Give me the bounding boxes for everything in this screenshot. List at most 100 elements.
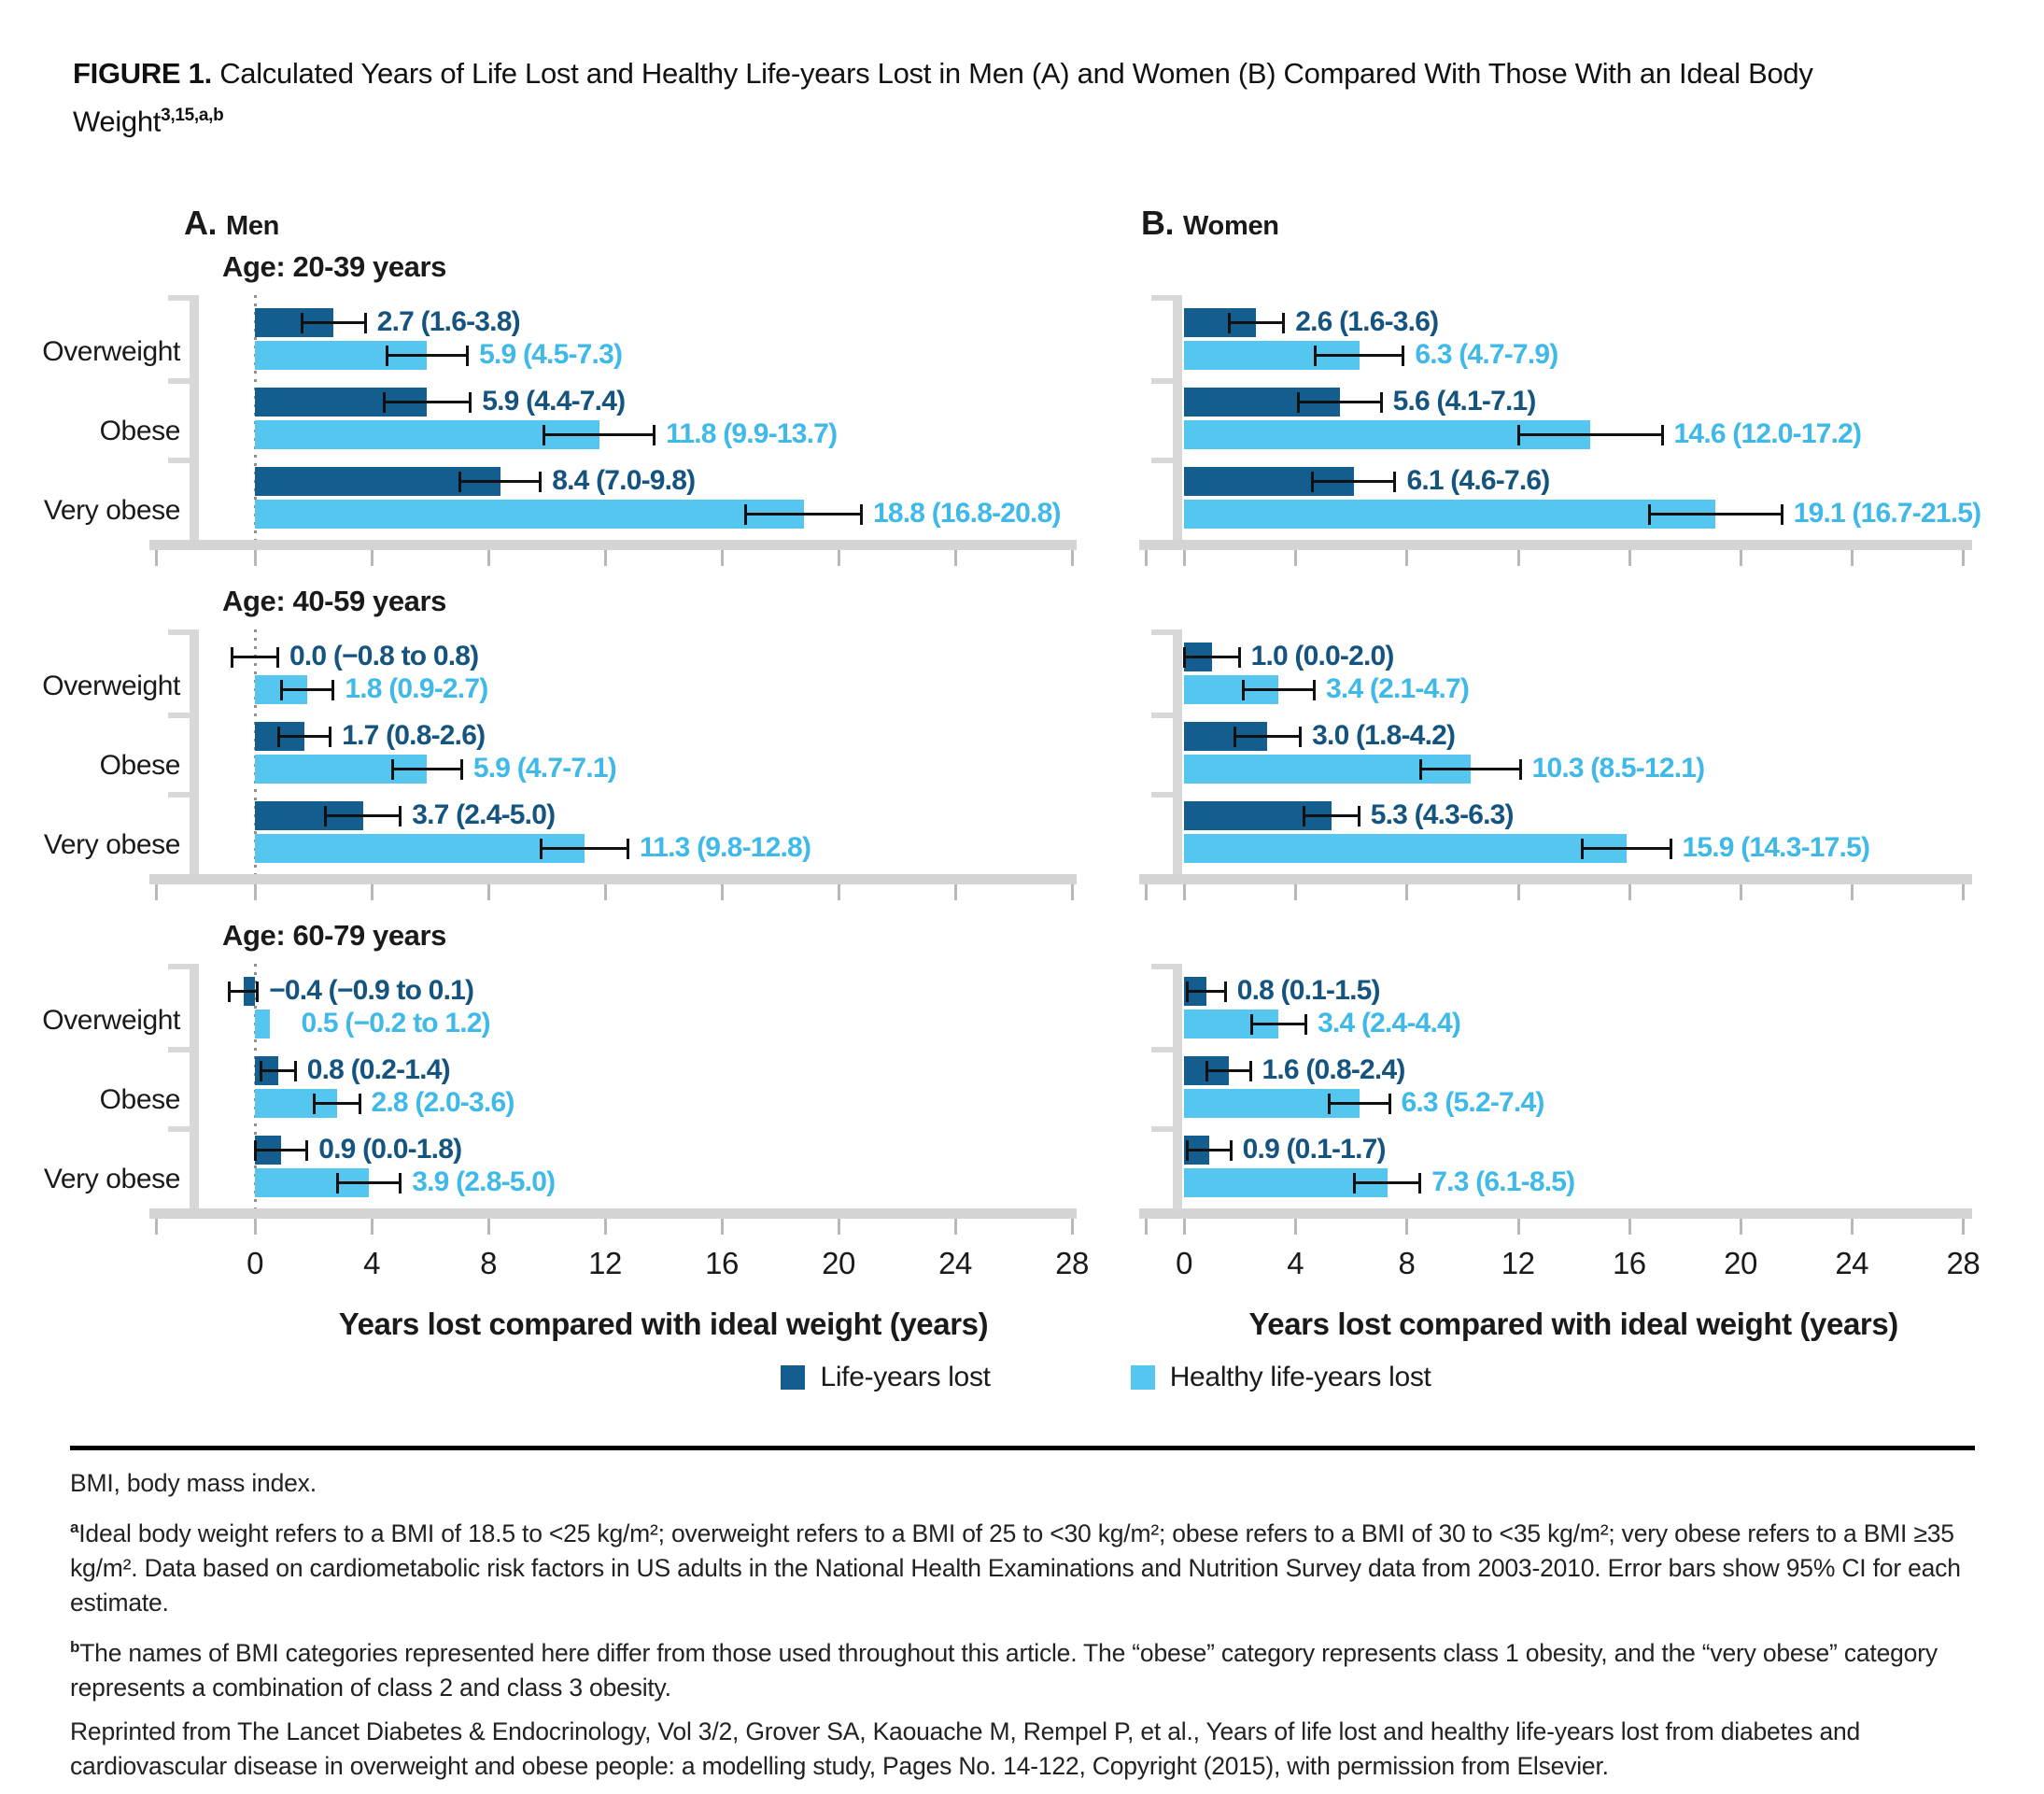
bar-value-label: 8.4 (7.0-9.8) — [552, 465, 696, 496]
error-bar-cap — [1388, 1094, 1391, 1114]
error-bar-cap — [1419, 759, 1423, 780]
zero-line — [254, 964, 257, 1208]
panel-letter-b: B. — [1141, 204, 1175, 242]
legend-label: Life-years lost — [820, 1362, 991, 1392]
bar-value-label: 5.9 (4.7-7.1) — [472, 753, 617, 784]
x-axis-tick — [254, 1219, 257, 1235]
category-tick — [1151, 458, 1173, 463]
error-bar-cap — [1249, 1014, 1253, 1035]
x-axis-tick — [1183, 1219, 1186, 1235]
error-bar-cap — [1393, 472, 1397, 492]
category-tick — [1151, 964, 1173, 969]
legend-item-life-years-lost: Life-years lost — [781, 1362, 991, 1393]
error-bar-cap — [1299, 727, 1303, 747]
bar-value-label: 1.7 (0.8-2.6) — [342, 720, 486, 751]
x-tick-label: 24 — [938, 1246, 972, 1280]
error-bar — [1184, 656, 1240, 658]
x-axis-tick — [721, 1219, 724, 1235]
error-bar-cap — [1402, 346, 1405, 366]
error-bar — [745, 513, 862, 516]
x-axis-tick — [1183, 550, 1186, 566]
footnotes: BMI, body mass index. aIdeal body weight… — [70, 1466, 1980, 1793]
error-bar-cap — [363, 313, 367, 333]
error-bar-cap — [1227, 313, 1231, 333]
category-tick — [168, 792, 190, 798]
category-tick — [1151, 295, 1173, 301]
x-axis-tick — [1851, 884, 1854, 900]
error-bar — [278, 735, 331, 738]
x-axis-tick — [1628, 550, 1631, 566]
error-bar-cap — [1233, 727, 1236, 747]
x-axis-tick — [155, 884, 158, 900]
bar-value-label: 2.6 (1.6-3.6) — [1295, 306, 1439, 337]
error-bar — [1582, 847, 1671, 850]
error-bar-cap — [466, 346, 470, 366]
bar-value-label: 11.8 (9.9-13.7) — [666, 418, 838, 449]
category-tick — [1151, 1126, 1173, 1132]
error-bar-cap — [1780, 504, 1783, 525]
bar-healthy-life-years-lost — [255, 834, 585, 863]
category-label: Overweight — [42, 336, 180, 367]
x-axis-tick — [1294, 550, 1298, 566]
category-tick — [168, 713, 190, 718]
error-bar-cap — [1660, 425, 1664, 445]
x-axis-tick — [1183, 884, 1186, 900]
x-tick-label: 0 — [1176, 1246, 1192, 1280]
bar-value-label: 3.4 (2.1-4.7) — [1326, 673, 1470, 704]
error-bar — [1205, 1069, 1251, 1072]
error-bar-cap — [256, 982, 260, 1002]
x-axis-tick — [155, 550, 158, 566]
error-bar-cap — [540, 839, 543, 859]
error-bar-cap — [1669, 839, 1672, 859]
error-bar-cap — [1314, 346, 1318, 366]
axis-spine — [190, 629, 199, 874]
x-axis-tick — [721, 550, 724, 566]
bar-value-label: 0.9 (0.1-1.7) — [1242, 1134, 1387, 1165]
error-bar-cap — [382, 392, 386, 413]
x-axis-tick — [1405, 1219, 1409, 1235]
panel-header-men: A. Men — [184, 204, 279, 243]
bar-value-label: 3.7 (2.4-5.0) — [412, 799, 556, 830]
legend-item-healthy-life-years-lost: Healthy life-years lost — [1130, 1362, 1431, 1393]
error-bar-cap — [312, 1094, 316, 1114]
bar-value-label: 14.6 (12.0-17.2) — [1673, 418, 1862, 449]
error-bar — [336, 1181, 402, 1184]
x-axis-tick — [1071, 1219, 1074, 1235]
x-axis-tick — [954, 550, 957, 566]
error-bar-cap — [1516, 425, 1520, 445]
x-axis-tick — [371, 550, 374, 566]
x-tick-label: 24 — [1835, 1246, 1869, 1280]
healthy-life-years-lost-swatch-icon — [1130, 1365, 1155, 1390]
error-bar-cap — [1205, 1061, 1208, 1081]
x-axis-tick — [838, 1219, 840, 1235]
error-bar-cap — [1248, 1061, 1252, 1081]
x-axis-tick — [1851, 550, 1854, 566]
bar-value-label: 0.5 (−0.2 to 1.2) — [301, 1008, 491, 1038]
x-tick-label: 28 — [1946, 1246, 1981, 1280]
error-bar — [261, 1069, 296, 1072]
category-label: Obese — [99, 750, 181, 781]
error-bar-cap — [539, 472, 543, 492]
bar-value-label: 6.1 (4.6-7.6) — [1406, 465, 1550, 496]
error-bar-cap — [1185, 982, 1189, 1002]
error-bar-cap — [280, 680, 284, 700]
error-bar-cap — [744, 504, 747, 525]
x-axis-tick — [954, 1219, 957, 1235]
bar-value-label: 0.0 (−0.8 to 0.8) — [289, 641, 479, 671]
error-bar-cap — [1647, 504, 1651, 525]
error-bar — [383, 401, 472, 403]
bar-value-label: 1.8 (0.9-2.7) — [345, 673, 488, 704]
error-bar-cap — [390, 759, 394, 780]
error-bar — [1420, 768, 1521, 770]
error-bar — [1315, 354, 1404, 357]
x-axis-tick — [1962, 884, 1966, 900]
bar-value-label: 5.6 (4.1-7.1) — [1392, 386, 1537, 417]
error-bar-cap — [276, 647, 279, 668]
error-bar — [1186, 1149, 1232, 1151]
error-bar-cap — [543, 425, 546, 445]
error-bar — [1353, 1181, 1421, 1184]
error-bar-cap — [860, 504, 863, 525]
error-bar — [458, 480, 542, 483]
x-axis-tick — [1740, 1219, 1742, 1235]
